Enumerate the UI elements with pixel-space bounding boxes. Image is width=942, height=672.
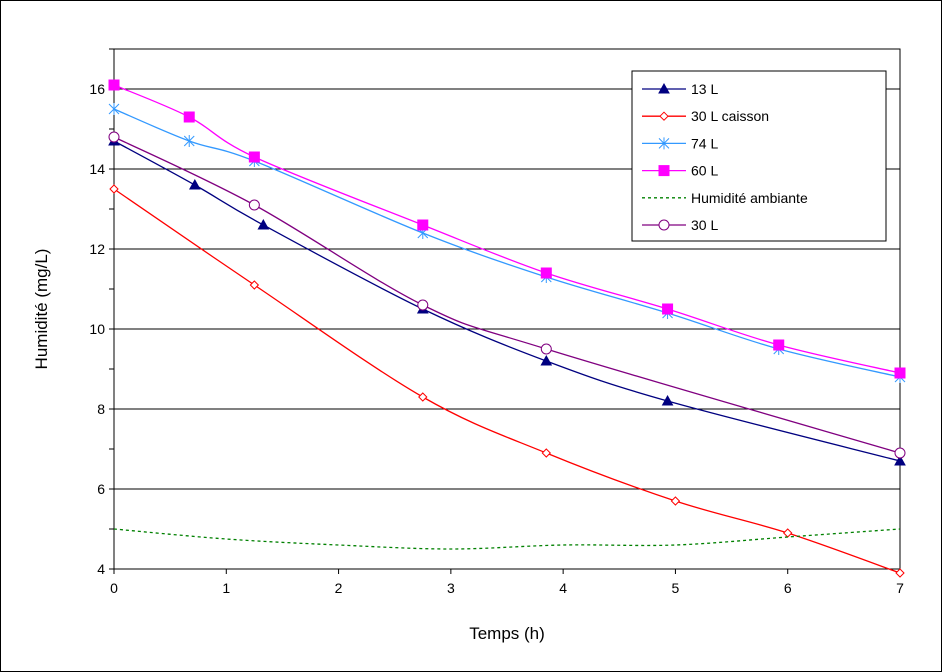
series-line-30-l xyxy=(113,136,901,454)
series-line-60-l xyxy=(113,84,901,374)
y-tick-label-6: 6 xyxy=(97,481,105,497)
data-point-60-l xyxy=(183,111,195,123)
y-tick-label-14: 14 xyxy=(89,161,105,177)
legend: 13 L 30 L caisson 74 L 60 L Humidité ambiant… xyxy=(631,70,887,242)
legend-entry-74-l: 74 L xyxy=(642,135,718,151)
data-point-30-l-caisson xyxy=(109,184,119,194)
x-tick-label-5: 5 xyxy=(672,580,680,596)
series-line-74-l xyxy=(113,108,901,378)
legend-label-60-l: 60 L xyxy=(691,163,718,179)
y-tick-label-8: 8 xyxy=(97,401,105,417)
data-point-30-l-caisson xyxy=(895,568,905,578)
legend-swatch-marker xyxy=(658,137,670,150)
series-30-l xyxy=(108,131,906,459)
x-tick-label-2: 2 xyxy=(335,580,343,596)
legend-entry-30-l-caisson: 30 L caisson xyxy=(642,108,769,124)
legend-entry-30-l: 30 L xyxy=(642,217,718,233)
legend-swatch-marker xyxy=(658,82,670,94)
y-tick-label-12: 12 xyxy=(89,241,105,257)
legend-swatch-marker xyxy=(658,219,670,231)
legend-entry-humidit-ambiante: Humidité ambiante xyxy=(642,190,808,206)
data-point-13-l xyxy=(661,394,674,406)
legend-swatch-marker xyxy=(658,165,670,177)
series-60-l xyxy=(108,79,906,379)
y-tick-label-16: 16 xyxy=(89,81,105,97)
data-point-30-l-caisson xyxy=(541,448,552,458)
data-point-13-l xyxy=(894,454,906,466)
x-tick-label-3: 3 xyxy=(447,580,455,596)
legend-label-humidit-ambiante: Humidité ambiante xyxy=(691,190,808,206)
x-tick-label-4: 4 xyxy=(559,580,567,596)
data-point-13-l xyxy=(257,218,270,230)
x-tick-label-1: 1 xyxy=(222,580,230,596)
series-30-l-caisson xyxy=(109,184,905,578)
data-point-74-l xyxy=(183,135,195,147)
data-point-30-l xyxy=(417,299,429,311)
x-axis-title: Temps (h) xyxy=(469,624,545,643)
data-point-60-l xyxy=(540,267,552,279)
data-point-30-l-caisson xyxy=(418,392,428,402)
legend-entry-13-l: 13 L xyxy=(642,81,718,97)
data-point-13-l xyxy=(540,354,553,366)
series-line-humidit-ambiante xyxy=(113,528,901,550)
series-line-30-l-caisson xyxy=(113,188,901,574)
data-point-30-l-caisson xyxy=(670,496,681,506)
y-tick-label-4: 4 xyxy=(97,561,105,577)
series-humidit-ambiante xyxy=(113,528,901,550)
data-point-30-l xyxy=(540,343,552,355)
data-point-30-l-caisson xyxy=(249,280,260,290)
data-point-13-l xyxy=(188,178,201,190)
data-point-30-l xyxy=(108,131,120,143)
series-group xyxy=(108,79,906,578)
x-tick-label-6: 6 xyxy=(784,580,792,596)
data-point-60-l xyxy=(248,151,260,163)
legend-entry-60-l: 60 L xyxy=(642,163,718,179)
legend-swatch-marker xyxy=(659,111,669,121)
legend-label-13-l: 13 L xyxy=(691,81,718,97)
legend-label-30-l-caisson: 30 L caisson xyxy=(691,108,769,124)
data-point-60-l xyxy=(894,367,906,379)
legend-label-74-l: 74 L xyxy=(691,135,718,151)
y-tick-label-10: 10 xyxy=(89,321,105,337)
legend-label-30-l: 30 L xyxy=(691,217,718,233)
series-line-13-l xyxy=(113,140,901,462)
data-point-60-l xyxy=(662,303,674,315)
x-tick-label-7: 7 xyxy=(896,580,904,596)
y-axis-ticks: 4 6 8 10 12 14 16 xyxy=(89,48,114,577)
x-axis-ticks: 0 1 2 3 4 5 6 7 xyxy=(110,569,904,596)
data-point-30-l xyxy=(248,199,260,211)
legend-box xyxy=(631,70,887,242)
data-point-60-l xyxy=(773,339,785,351)
x-tick-label-0: 0 xyxy=(110,580,118,596)
y-axis-title: Humidité (mg/L) xyxy=(32,249,51,370)
data-point-60-l xyxy=(417,219,429,231)
data-point-60-l xyxy=(108,79,120,91)
data-point-74-l xyxy=(108,103,120,115)
data-point-30-l xyxy=(894,447,906,459)
